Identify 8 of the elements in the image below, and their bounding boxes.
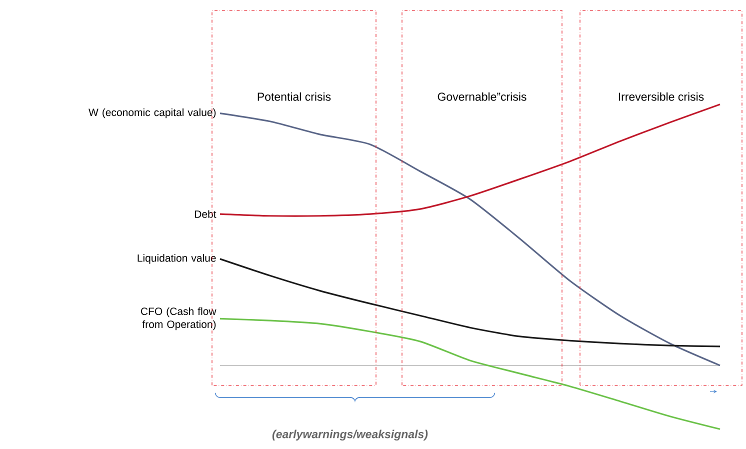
series-label: Liquidation value xyxy=(138,254,216,264)
text: Irreversible crisis xyxy=(618,92,704,101)
series-label: CFO (Cash flow from Operation) xyxy=(140,307,216,330)
text: (earlywarnings/weaksignals) xyxy=(272,430,428,441)
series-label: W (economic capital value) xyxy=(88,108,216,118)
text: Potential crisis xyxy=(258,92,331,101)
series-label: Debt xyxy=(194,210,216,218)
text: Governable”crisis xyxy=(438,92,526,101)
